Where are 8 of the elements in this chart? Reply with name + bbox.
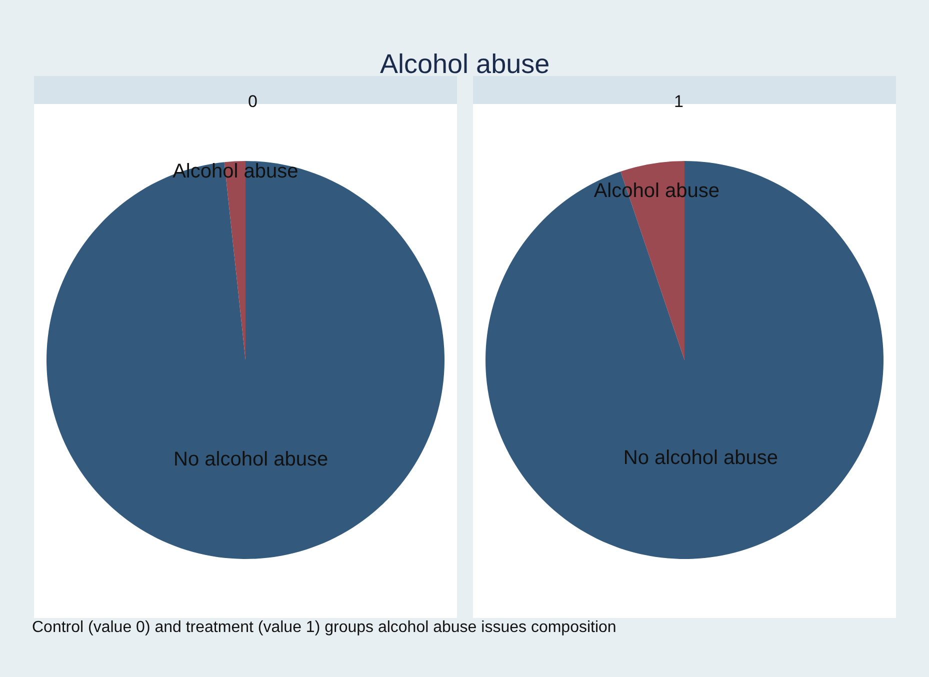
slice-label: No alcohol abuse <box>174 448 328 470</box>
text: Control (value 0) and treatment (value 1) groups alcohol abuse issues composition <box>32 619 616 636</box>
slice-label: No alcohol abuse <box>623 447 778 470</box>
chart-title: 0 <box>248 92 258 111</box>
pie-slice <box>486 161 884 559</box>
text: Alcohol abuse <box>380 49 550 79</box>
chart-title: 1 <box>674 92 684 111</box>
pie-slice <box>46 161 444 559</box>
